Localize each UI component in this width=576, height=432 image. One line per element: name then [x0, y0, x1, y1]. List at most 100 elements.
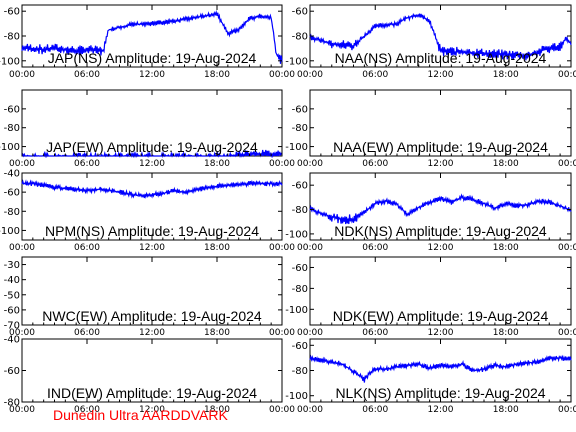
- y-tick-label: -100: [285, 229, 308, 240]
- y-tick-label: -60: [292, 104, 308, 115]
- x-tick-label: 12:00: [139, 243, 165, 253]
- x-tick-label: 00:00: [269, 243, 295, 253]
- panel-title: NDK(NS) Amplitude: 19-Aug-2024: [334, 223, 547, 239]
- panel-title: IND(EW) Amplitude: 19-Aug-2024: [47, 385, 257, 401]
- x-tick-label: 00:00: [269, 70, 295, 80]
- x-tick-label: 00:00: [558, 328, 576, 338]
- y-tick-label: -60: [292, 181, 308, 192]
- x-tick-label: 00:00: [558, 243, 576, 253]
- panel-title: JAP(EW) Amplitude: 19-Aug-2024: [46, 139, 258, 155]
- panel-title: NAA(EW) Amplitude: 19-Aug-2024: [333, 139, 548, 155]
- panel-title: NPM(NS) Amplitude: 19-Aug-2024: [45, 223, 259, 239]
- y-tick-label: -40: [4, 169, 20, 180]
- x-tick-label: 00:00: [9, 405, 35, 415]
- x-tick-label: 06:00: [74, 243, 100, 253]
- y-tick-label: -100: [0, 142, 20, 153]
- panel-title: NAA(NS) Amplitude: 19-Aug-2024: [335, 50, 547, 66]
- x-tick-label: 18:00: [204, 159, 230, 169]
- x-tick-label: 18:00: [204, 70, 230, 80]
- y-tick-label: -100: [285, 391, 308, 402]
- footer-caption: Dunedin Ultra AARDDVARK: [53, 407, 228, 423]
- x-tick-label: 00:00: [9, 70, 35, 80]
- x-tick-label: 06:00: [74, 159, 100, 169]
- x-tick-label: 12:00: [428, 70, 454, 80]
- y-tick-label: -60: [4, 7, 20, 18]
- x-tick-label: 18:00: [493, 70, 519, 80]
- x-tick-label: 06:00: [74, 405, 100, 415]
- y-tick-label: -30: [4, 260, 20, 271]
- panel-title: NDK(EW) Amplitude: 19-Aug-2024: [333, 308, 549, 324]
- x-tick-label: 00:00: [269, 328, 295, 338]
- x-tick-label: 12:00: [139, 159, 165, 169]
- y-tick-label: -70: [4, 321, 20, 332]
- x-tick-label: 00:00: [558, 405, 576, 415]
- x-tick-label: 18:00: [493, 159, 519, 169]
- panel-title: NWC(EW) Amplitude: 19-Aug-2024: [42, 308, 262, 324]
- x-tick-label: 18:00: [493, 405, 519, 415]
- y-tick-label: -80: [292, 366, 308, 377]
- y-tick-label: -60: [4, 104, 20, 115]
- x-tick-label: 00:00: [9, 159, 35, 169]
- x-tick-label: 00:00: [558, 159, 576, 169]
- x-tick-label: 18:00: [204, 328, 230, 338]
- x-tick-label: 06:00: [362, 328, 388, 338]
- x-tick-label: 06:00: [74, 70, 100, 80]
- plot-frame: [21, 4, 283, 68]
- y-tick-label: -40: [4, 275, 20, 286]
- x-tick-label: 00:00: [558, 70, 576, 80]
- y-tick-label: -80: [292, 123, 308, 134]
- x-tick-label: 06:00: [362, 243, 388, 253]
- y-tick-label: -80: [4, 398, 20, 409]
- plot-frame: [21, 256, 283, 326]
- y-tick-label: -60: [4, 188, 20, 199]
- x-tick-label: 06:00: [74, 328, 100, 338]
- panel-title: JAP(NS) Amplitude: 19-Aug-2024: [48, 50, 257, 66]
- amplitude-trace: [309, 193, 572, 225]
- y-tick-label: -80: [292, 32, 308, 43]
- y-tick-label: -80: [292, 205, 308, 216]
- x-tick-label: 00:00: [297, 70, 323, 80]
- y-tick-label: -80: [4, 207, 20, 218]
- y-tick-label: -80: [4, 32, 20, 43]
- y-tick-label: -60: [292, 263, 308, 274]
- y-tick-label: -100: [285, 142, 308, 153]
- y-tick-label: -100: [285, 305, 308, 316]
- plot-frame: [309, 89, 572, 157]
- x-tick-label: 06:00: [362, 405, 388, 415]
- y-tick-label: -50: [4, 290, 20, 301]
- x-tick-label: 00:00: [297, 243, 323, 253]
- y-tick-label: -100: [0, 56, 20, 67]
- x-tick-label: 00:00: [9, 243, 35, 253]
- y-tick-label: -80: [292, 284, 308, 295]
- x-tick-label: 00:00: [297, 405, 323, 415]
- x-tick-label: 12:00: [139, 70, 165, 80]
- x-tick-label: 00:00: [297, 159, 323, 169]
- y-tick-label: -60: [292, 7, 308, 18]
- x-tick-label: 12:00: [139, 405, 165, 415]
- x-tick-label: 18:00: [204, 405, 230, 415]
- amplitude-trace: [21, 9, 283, 64]
- x-tick-label: 12:00: [428, 328, 454, 338]
- x-tick-label: 18:00: [493, 328, 519, 338]
- x-tick-label: 18:00: [493, 243, 519, 253]
- panel-title: NLK(NS) Amplitude: 19-Aug-2024: [335, 385, 545, 401]
- plot-frame: [309, 256, 572, 326]
- y-tick-label: -60: [4, 366, 20, 377]
- amplitude-trace: [21, 179, 283, 199]
- y-tick-label: -60: [4, 305, 20, 316]
- x-tick-label: 06:00: [362, 159, 388, 169]
- plot-frame: [309, 338, 572, 403]
- x-tick-label: 12:00: [428, 405, 454, 415]
- x-tick-label: 12:00: [428, 159, 454, 169]
- y-tick-label: -40: [4, 335, 20, 346]
- x-tick-label: 12:00: [139, 328, 165, 338]
- plot-frame: [21, 89, 283, 157]
- amplitude-trace: [309, 354, 572, 383]
- x-tick-label: 00:00: [269, 159, 295, 169]
- y-tick-label: -80: [4, 123, 20, 134]
- x-tick-label: 00:00: [269, 405, 295, 415]
- x-tick-label: 06:00: [362, 70, 388, 80]
- y-tick-label: -100: [285, 56, 308, 67]
- amplitude-trace: [309, 12, 572, 61]
